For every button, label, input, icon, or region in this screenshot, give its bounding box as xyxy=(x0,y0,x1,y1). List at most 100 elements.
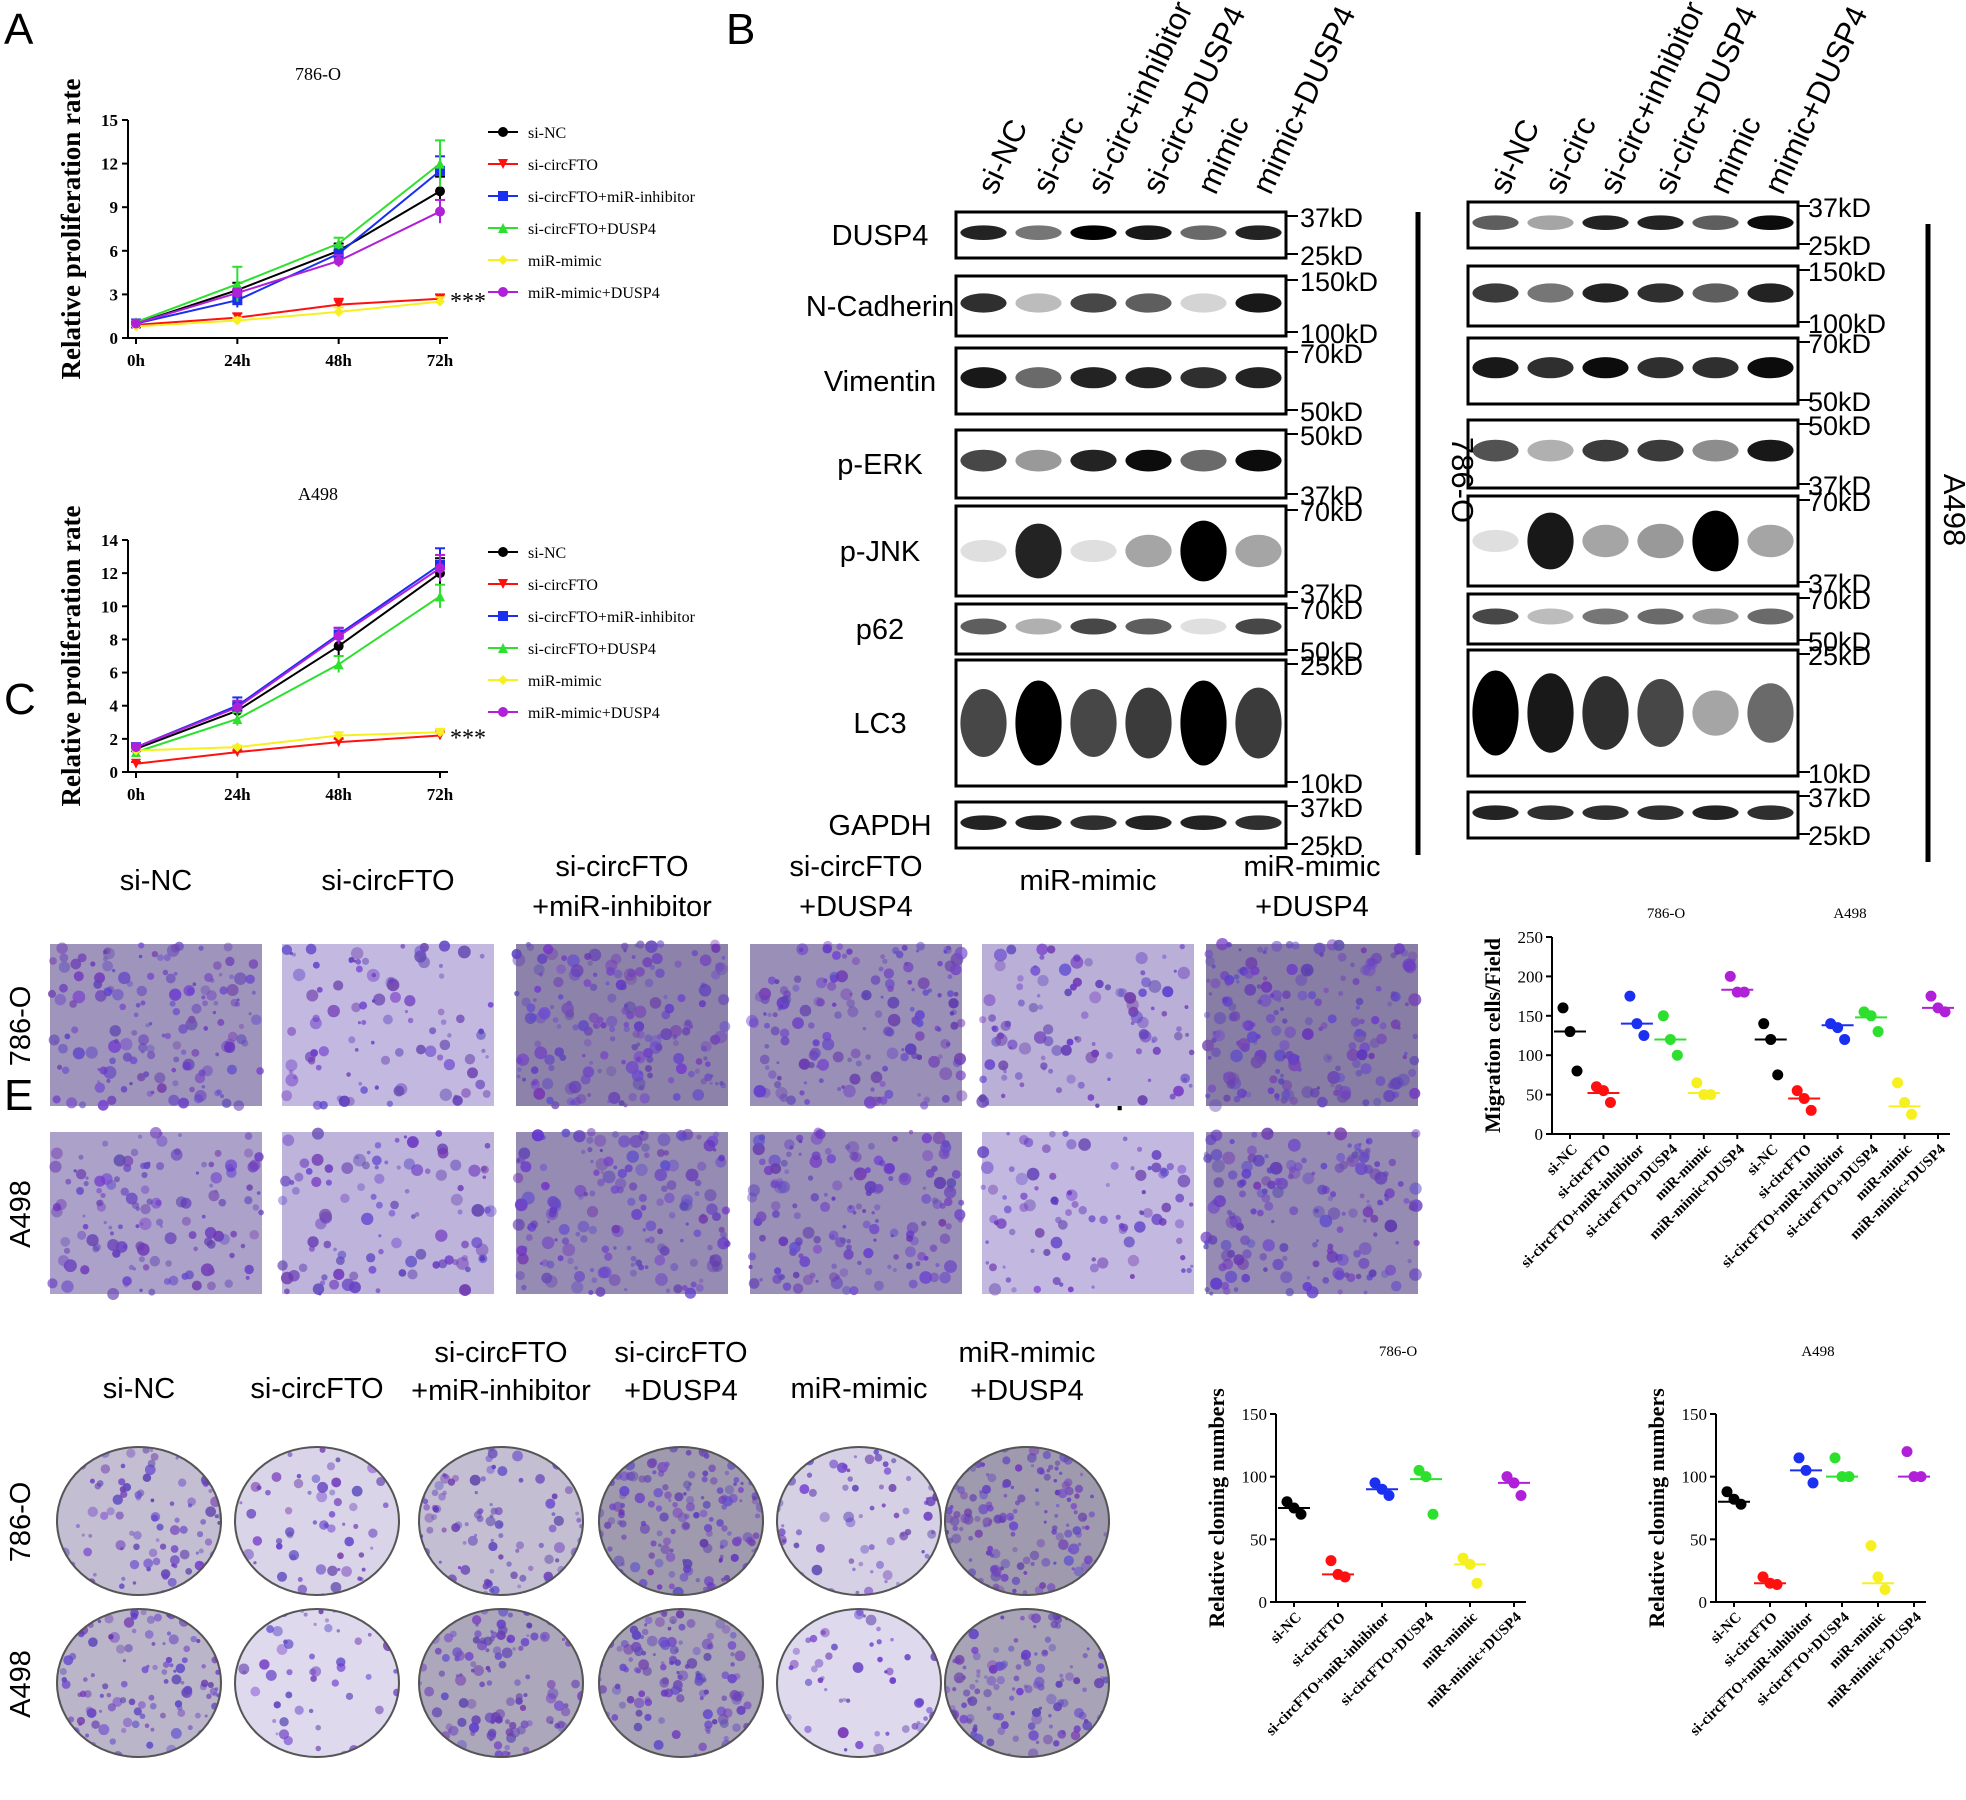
cell-speck xyxy=(519,1704,527,1712)
cell-speck xyxy=(852,1662,864,1673)
cell-speck xyxy=(1095,1103,1100,1108)
cell-speck xyxy=(1084,957,1093,967)
cell-speck xyxy=(384,1160,389,1165)
cell-speck xyxy=(59,983,68,993)
cell-speck xyxy=(1407,1259,1412,1264)
cell-speck xyxy=(1175,1193,1185,1203)
cell-speck xyxy=(92,1572,97,1577)
cell-speck xyxy=(331,1477,342,1488)
blot-frame xyxy=(954,346,1288,416)
cell-speck xyxy=(658,1543,662,1547)
data-point xyxy=(1457,1552,1469,1564)
cell-speck xyxy=(479,1637,487,1645)
cell-speck xyxy=(618,1509,625,1516)
cell-speck xyxy=(1319,952,1324,957)
cell-speck xyxy=(530,1080,541,1090)
cell-speck xyxy=(607,1517,616,1525)
molecular-weight-label: 70kD xyxy=(1808,487,1871,517)
molecular-weight-label: 37kD xyxy=(1808,569,1871,599)
tile-content xyxy=(512,1127,731,1299)
blot-band xyxy=(1015,293,1062,313)
cell-speck xyxy=(1358,1242,1372,1255)
cell-speck xyxy=(75,1523,81,1529)
cell-speck xyxy=(588,1225,597,1235)
cell-speck xyxy=(1239,1190,1247,1198)
cell-speck xyxy=(927,988,932,993)
cell-speck xyxy=(615,1579,622,1586)
cell-speck xyxy=(1385,1264,1396,1276)
cell-speck xyxy=(1058,1282,1064,1287)
cell-speck xyxy=(1209,1099,1222,1113)
blot-band xyxy=(1125,618,1172,635)
cell-speck xyxy=(555,1558,560,1563)
cell-speck xyxy=(737,1487,744,1493)
tile-content xyxy=(511,939,731,1110)
cell-speck xyxy=(934,1025,940,1032)
cell-speck xyxy=(855,1203,863,1210)
cell-speck xyxy=(1085,1051,1098,1064)
cell-speck xyxy=(135,1224,140,1229)
cell-speck xyxy=(443,1474,449,1480)
cell-speck xyxy=(1404,1002,1409,1007)
cell-speck xyxy=(431,1489,439,1497)
cell-speck xyxy=(440,1692,449,1701)
cell-speck xyxy=(489,1514,494,1519)
cell-speck xyxy=(1084,1586,1091,1594)
cell-speck xyxy=(683,1480,692,1489)
cell-speck xyxy=(1099,1591,1105,1596)
cell-speck xyxy=(1177,966,1191,980)
cell-speck xyxy=(175,1663,186,1674)
cell-speck xyxy=(1264,1154,1269,1159)
cell-speck xyxy=(644,1034,653,1042)
cell-speck xyxy=(484,1712,496,1723)
cell-speck xyxy=(589,1060,594,1065)
cell-speck xyxy=(1308,991,1317,1000)
cell-speck xyxy=(1177,1174,1191,1188)
cell-speck xyxy=(647,1500,655,1508)
data-point xyxy=(435,727,445,738)
cell-speck xyxy=(1029,1550,1040,1561)
row-label: 786-O xyxy=(5,1482,37,1563)
cell-speck xyxy=(834,1011,842,1019)
series-line xyxy=(135,572,441,750)
data-point xyxy=(498,707,508,717)
cell-speck xyxy=(122,1276,132,1286)
cell-speck xyxy=(1351,1151,1359,1159)
cell-speck xyxy=(99,1693,104,1698)
cell-speck xyxy=(1002,1482,1008,1488)
plate-rim xyxy=(56,1608,222,1758)
cell-speck xyxy=(788,1665,794,1671)
cell-speck xyxy=(50,1147,63,1160)
cell-speck xyxy=(663,1150,669,1156)
data-point xyxy=(1624,990,1636,1002)
cell-speck xyxy=(1256,984,1262,989)
cell-speck xyxy=(1206,978,1211,983)
cell-speck xyxy=(1105,1554,1110,1561)
cell-speck xyxy=(519,1574,527,1582)
cell-speck xyxy=(106,1078,111,1083)
molecular-weight-label: 25kD xyxy=(1300,831,1363,861)
cell-speck xyxy=(315,1218,327,1230)
cell-speck xyxy=(164,1232,177,1245)
cell-speck xyxy=(518,1477,524,1483)
cell-speck xyxy=(429,1581,434,1586)
blot-band xyxy=(1180,520,1227,582)
cell-speck xyxy=(854,1609,864,1620)
cell-speck xyxy=(652,1470,657,1475)
cell-speck xyxy=(173,971,178,976)
cell-speck xyxy=(360,1086,368,1094)
cell-speck xyxy=(466,1698,477,1709)
cell-speck xyxy=(156,1135,168,1147)
blot-band xyxy=(1582,805,1629,821)
cell-speck xyxy=(615,1578,620,1584)
column-header: si-circFTO xyxy=(250,1373,383,1405)
cell-speck xyxy=(598,1745,604,1751)
cell-speck xyxy=(61,1677,67,1683)
cell-speck xyxy=(813,1235,821,1244)
data-point xyxy=(1325,1555,1337,1567)
cell-speck xyxy=(592,1021,601,1030)
cell-speck xyxy=(244,1132,253,1140)
cell-speck xyxy=(1016,1687,1024,1696)
cell-speck xyxy=(988,1014,996,1022)
